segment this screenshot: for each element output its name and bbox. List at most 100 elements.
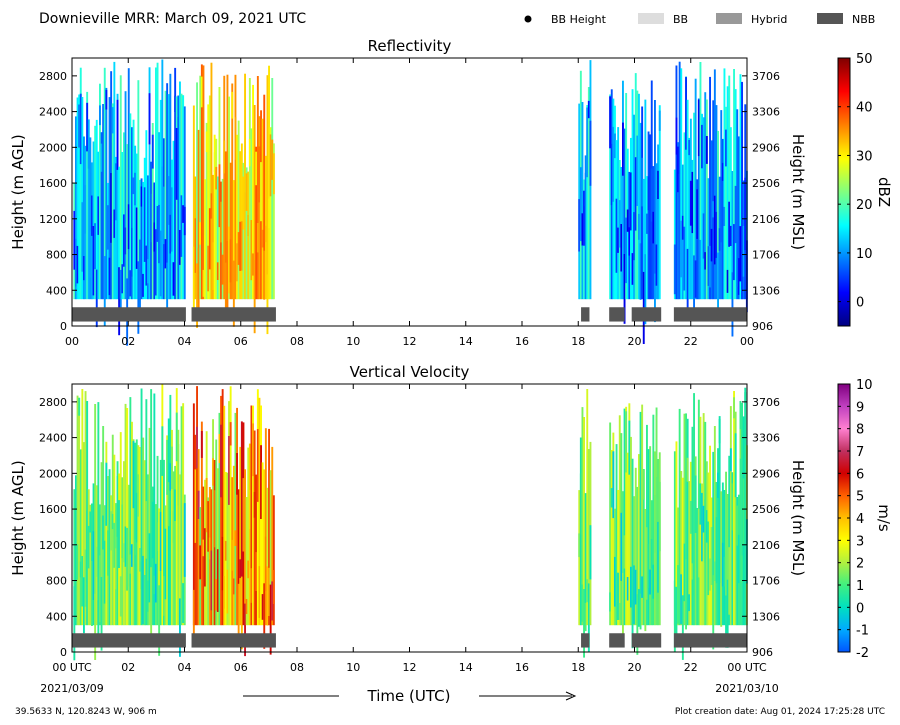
echo-column [232, 180, 235, 300]
echo-streak [156, 206, 159, 242]
echo-column [710, 140, 713, 300]
echo-streak [180, 195, 183, 257]
x-tick-label: 22 [684, 661, 698, 674]
echo-streak [715, 211, 718, 258]
echo-column [587, 87, 590, 300]
y-right-tick-label: 3706 [752, 396, 780, 409]
echo-streak [271, 139, 274, 180]
echo-streak [579, 167, 582, 242]
echo-streak [678, 173, 681, 197]
echo-streak [647, 544, 650, 589]
nbb-classification-bar [673, 633, 747, 648]
echo-streak [177, 444, 180, 506]
y-tick-label: 2000 [39, 141, 67, 154]
echo-streak [116, 99, 119, 170]
echo-streak [729, 448, 732, 472]
echo-column [147, 175, 149, 300]
echo-column [255, 474, 258, 626]
echo-streak [742, 478, 745, 545]
echo-column [126, 408, 129, 626]
y-right-axis-label: Height (m MSL) [789, 134, 807, 250]
echo-streak [221, 536, 224, 591]
echo-column [263, 94, 266, 300]
y-right-tick-label: 2906 [752, 467, 780, 480]
echo-streak [710, 527, 713, 585]
echo-column [147, 474, 149, 626]
echo-streak [652, 564, 655, 599]
echo-streak [108, 523, 111, 584]
echo-streak [244, 603, 246, 657]
y-right-tick-label: 2506 [752, 503, 780, 516]
echo-column [721, 138, 724, 300]
echo-column [142, 437, 145, 626]
echo-column [269, 470, 272, 626]
echo-column [208, 95, 211, 300]
echo-column [228, 401, 230, 626]
echo-streak [129, 554, 132, 574]
echo-streak [115, 548, 117, 590]
echo-streak [147, 580, 149, 612]
colorbar-tick-label: 10 [856, 378, 873, 393]
echo-streak [736, 505, 739, 546]
echo-column [248, 78, 251, 300]
echo-streak [641, 576, 644, 598]
y-tick-label: 1200 [39, 213, 67, 226]
echo-column [228, 96, 230, 300]
echo-streak [707, 246, 710, 286]
echo-column [95, 119, 98, 300]
echo-streak [103, 540, 106, 604]
echo-column [216, 468, 219, 626]
echo-column [145, 130, 148, 300]
echo-column [704, 92, 707, 300]
echo-streak [213, 490, 216, 548]
echo-column [220, 395, 222, 626]
echo-streak [84, 185, 87, 234]
echo-column [234, 412, 237, 626]
echo-streak [248, 139, 251, 167]
echo-column [696, 179, 699, 300]
echo-streak [694, 260, 697, 298]
echo-streak [91, 195, 93, 236]
echo-streak [736, 259, 739, 287]
echo-column [207, 104, 210, 300]
echo-streak [245, 599, 248, 614]
echo-streak [245, 173, 248, 211]
echo-streak [578, 533, 581, 558]
echo-streak [223, 140, 226, 174]
echo-column [134, 442, 137, 626]
echo-streak [159, 230, 162, 297]
echo-column [272, 495, 275, 626]
colorbar-tick-label: 9 [856, 400, 864, 415]
echo-column [709, 445, 711, 626]
echo-streak [139, 239, 141, 309]
echo-streak [266, 274, 269, 335]
echo-column [151, 123, 154, 300]
echo-streak [644, 254, 647, 325]
echo-column [240, 421, 243, 626]
echo-streak [626, 209, 629, 232]
echo-column [609, 422, 612, 626]
echo-streak [226, 241, 229, 315]
echo-column [639, 411, 642, 626]
nbb-legend-swatch [817, 13, 843, 24]
echo-streak [628, 227, 631, 256]
echo-streak [258, 146, 261, 203]
colorbar-tick-label: -2 [856, 646, 869, 661]
echo-streak [268, 567, 270, 616]
echo-streak [135, 207, 138, 269]
echo-streak [118, 267, 121, 336]
echo-column [127, 68, 130, 300]
echo-column [725, 471, 727, 626]
echo-streak [234, 117, 237, 160]
echo-column [630, 436, 632, 626]
echo-column [129, 397, 132, 626]
echo-column [137, 80, 140, 300]
echo-streak [625, 411, 628, 473]
echo-streak [167, 176, 170, 225]
echo-streak [725, 129, 727, 167]
echo-column [199, 75, 202, 300]
echo-streak [155, 229, 157, 296]
echo-column [131, 421, 133, 626]
y-right-tick-label: 2106 [752, 539, 780, 552]
echo-streak [216, 262, 219, 280]
